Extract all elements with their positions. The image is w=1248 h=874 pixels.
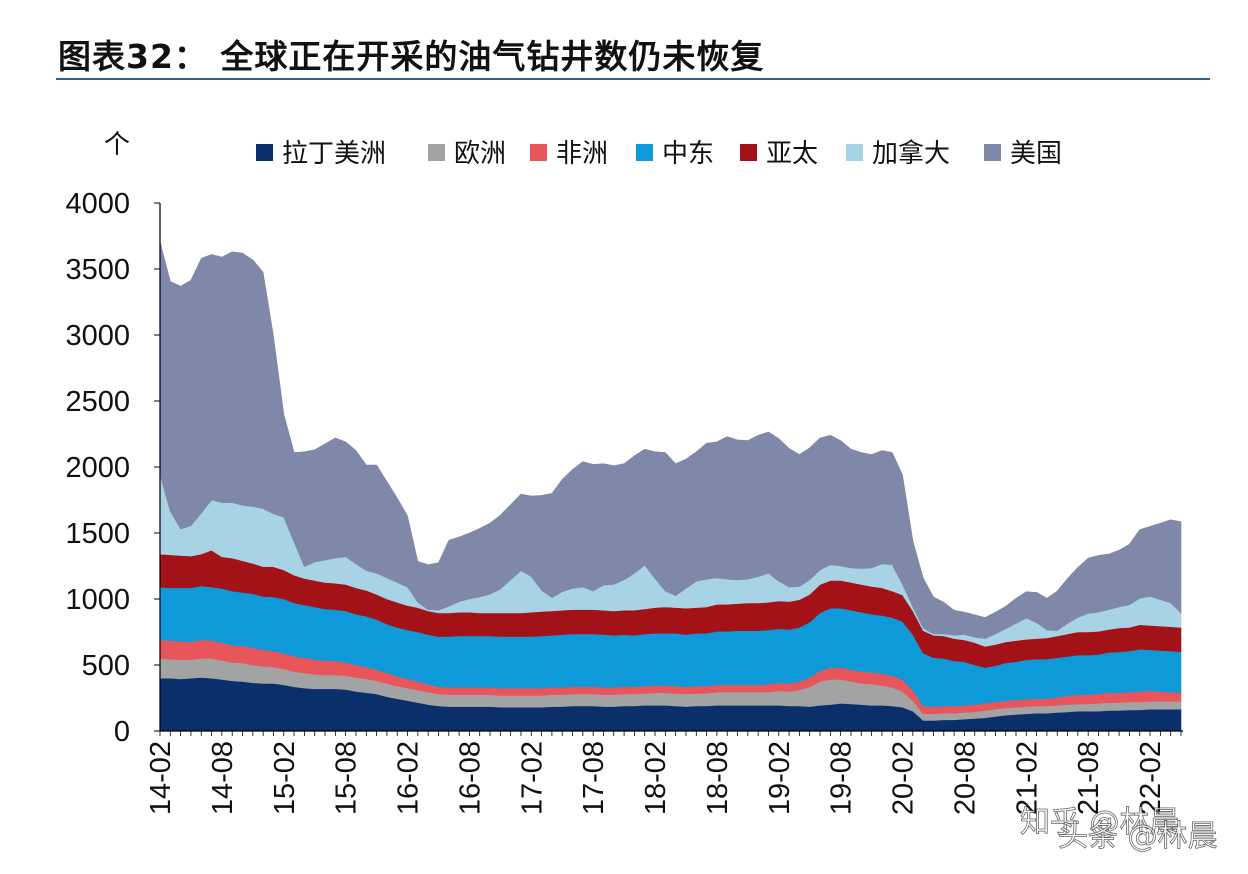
x-tick-label: 21-02 xyxy=(1011,741,1043,815)
legend-swatch xyxy=(846,144,863,161)
legend-label: 美国 xyxy=(1010,139,1062,169)
legend-label: 非洲 xyxy=(556,139,608,169)
x-tick-label: 18-02 xyxy=(640,741,672,815)
legend-swatch xyxy=(428,144,445,161)
y-tick-label: 0 xyxy=(114,716,130,748)
title-divider xyxy=(56,78,1210,80)
legend-label: 欧洲 xyxy=(454,139,506,169)
y-tick-label: 500 xyxy=(82,650,130,682)
x-tick-label: 15-08 xyxy=(331,741,363,815)
x-tick-label: 17-08 xyxy=(578,741,610,815)
x-tick-label: 21-08 xyxy=(1073,741,1105,815)
legend-label: 拉丁美洲 xyxy=(282,139,386,169)
watermark: 知乎 @林晨 头条 @林晨 xyxy=(1020,805,1218,855)
y-tick-label: 1000 xyxy=(65,584,130,616)
x-tick-label: 18-08 xyxy=(702,741,734,815)
chart-title: 图表32： 全球正在开采的油气钻井数仍未恢复 xyxy=(58,37,765,76)
x-tick-label: 14-08 xyxy=(207,741,239,815)
y-tick-label: 1500 xyxy=(65,518,130,550)
y-unit-label: 个 xyxy=(104,130,130,160)
x-tick-label: 19-02 xyxy=(764,741,796,815)
x-axis-ticks: 14-02 14-08 15-02 15-08 16-02 16-08 17-02 17-08… xyxy=(145,731,1182,815)
x-tick-label: 16-08 xyxy=(454,741,486,815)
x-tick-label: 16-02 xyxy=(393,741,425,815)
legend: 拉丁美洲 欧洲 非洲 中东 亚太 加拿大 美国 xyxy=(256,139,1062,169)
x-tick-label: 20-08 xyxy=(949,741,981,815)
y-tick-label: 2000 xyxy=(65,452,130,484)
x-tick-label: 17-02 xyxy=(516,741,548,815)
x-tick-label: 15-02 xyxy=(269,741,301,815)
legend-swatch xyxy=(740,144,757,161)
y-axis-ticks: 0 500 1000 1500 2000 2500 3000 3500 4000 xyxy=(65,188,160,748)
legend-label: 加拿大 xyxy=(872,139,950,169)
watermark-zhihu: 知乎 @林晨 xyxy=(1020,805,1180,840)
y-tick-label: 4000 xyxy=(65,188,130,220)
legend-swatch xyxy=(636,144,653,161)
y-tick-label: 3000 xyxy=(65,320,130,352)
y-tick-label: 2500 xyxy=(65,386,130,418)
x-tick-label: 19-08 xyxy=(826,741,858,815)
legend-swatch xyxy=(256,144,273,161)
legend-swatch xyxy=(530,144,547,161)
legend-swatch xyxy=(984,144,1001,161)
watermark-toutiao: 头条 @林晨 xyxy=(1058,819,1218,854)
x-tick-label: 20-02 xyxy=(888,741,920,815)
legend-label: 中东 xyxy=(662,139,714,169)
area-series-6 xyxy=(159,241,1182,639)
legend-label: 亚太 xyxy=(766,139,818,169)
x-tick-label: 14-02 xyxy=(145,741,177,815)
y-tick-label: 3500 xyxy=(65,254,130,286)
x-tick-label: 22-02 xyxy=(1135,741,1167,815)
area-layers xyxy=(159,241,1182,732)
